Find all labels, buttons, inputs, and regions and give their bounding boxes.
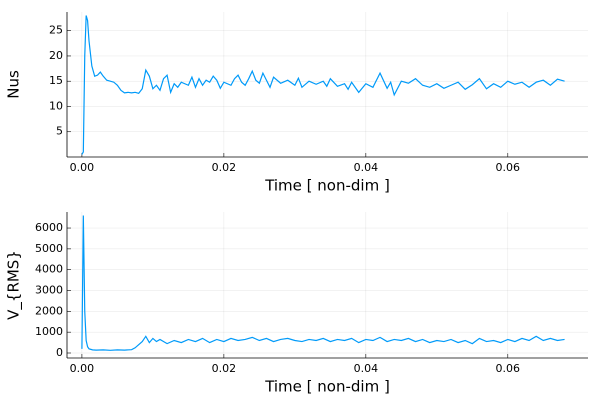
x-tick-label: 0.02 [212,161,237,174]
x-axis-label: Time [ non-dim ] [264,378,390,396]
data-line [81,15,565,155]
y-tick-label: 2000 [35,304,63,317]
y-tick-label: 15 [49,74,63,87]
x-tick-label: 0.02 [212,362,237,375]
x-axis-label: Time [ non-dim ] [264,177,390,195]
x-tick-label: 0.04 [354,362,379,375]
x-tick-label: 0.06 [496,161,521,174]
x-tick-label: 0.00 [70,362,95,375]
y-tick-label: 5000 [35,242,63,255]
y-tick-label: 6000 [35,221,63,234]
x-tick-label: 0.00 [70,161,95,174]
x-tick-label: 0.04 [354,161,379,174]
y-tick-label: 20 [49,49,63,62]
y-tick-label: 25 [49,24,63,37]
y-tick-label: 3000 [35,284,63,297]
x-tick-label: 0.06 [496,362,521,375]
y-tick-label: 1000 [35,325,63,338]
y-axis-label: Nus [5,70,23,99]
y-axis-label: V_{RMS} [5,250,24,320]
y-tick-label: 0 [56,346,63,359]
y-tick-label: 5 [56,125,63,138]
y-tick-label: 10 [49,99,63,112]
y-tick-label: 4000 [35,263,63,276]
data-line [81,215,565,351]
